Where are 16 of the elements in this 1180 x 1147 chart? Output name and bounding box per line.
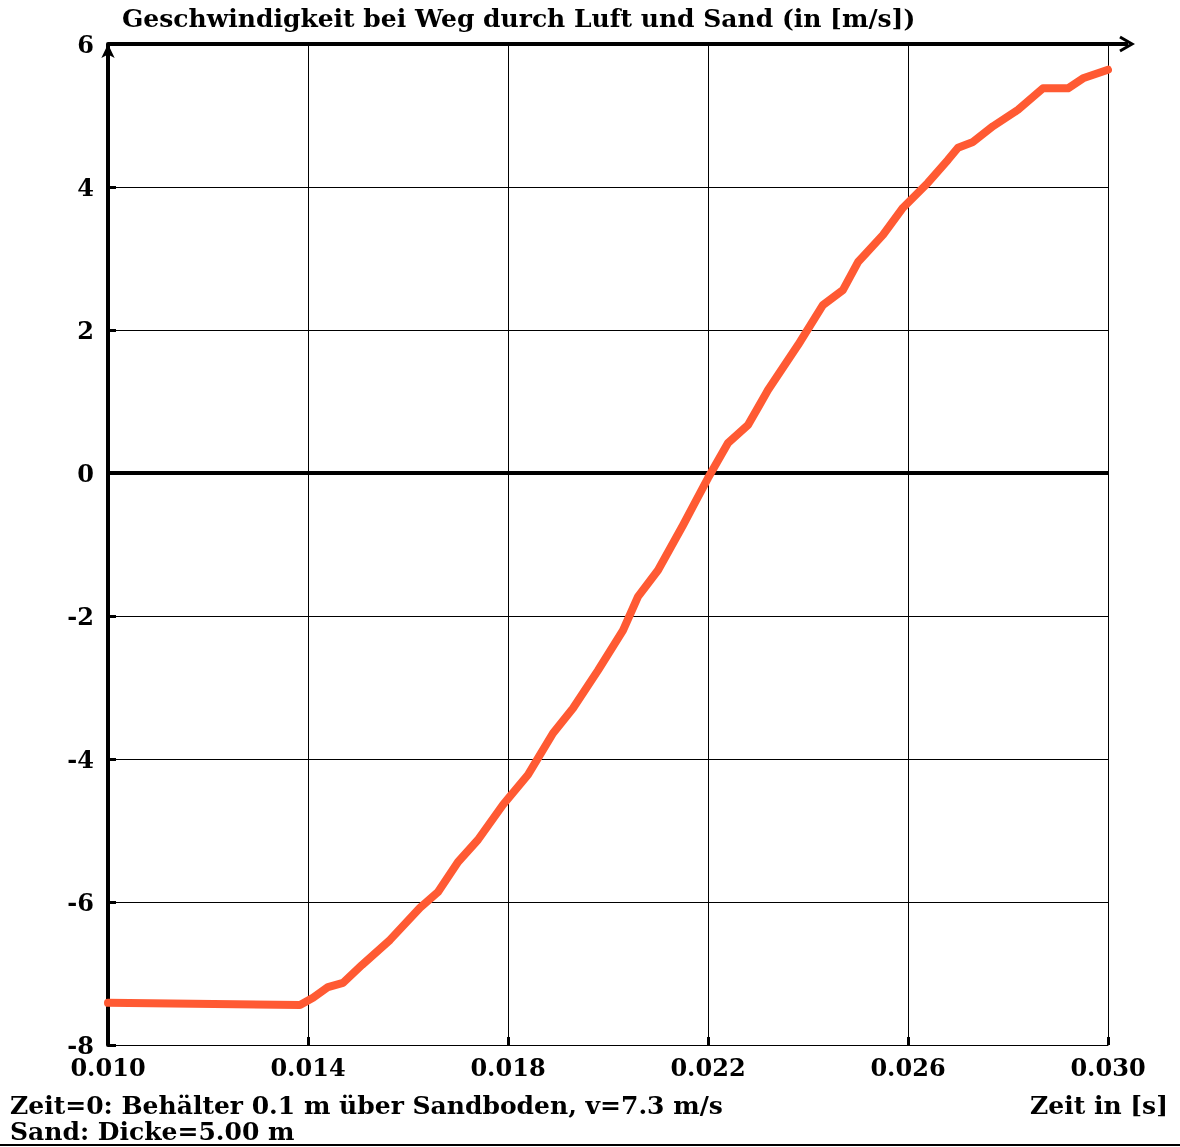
- y-axis-title: Geschwindigkeit bei Weg durch Luft und Sand (in [m/s]): [122, 4, 916, 33]
- y-tick-label: -4: [67, 744, 94, 774]
- x-tick-label: 0.030: [1070, 1052, 1146, 1082]
- x-tick-label: 0.026: [870, 1052, 946, 1082]
- y-tick-label: -6: [67, 887, 94, 917]
- y-tick-label: -2: [67, 601, 94, 631]
- text: Sand: Dicke=5.00 m: [10, 1117, 295, 1146]
- y-tick-label: 2: [77, 315, 94, 345]
- y-tick-label: 6: [77, 29, 94, 59]
- x-axis-title: Zeit in [s]: [1029, 1091, 1168, 1120]
- text: Zeit=0: Behälter 0.1 m über Sandboden, v=7.3 m/s: [10, 1091, 723, 1120]
- y-tick-label: 0: [77, 458, 94, 488]
- x-tick-label: 0.022: [670, 1052, 746, 1082]
- x-tick-label: 0.018: [470, 1052, 546, 1082]
- x-tick-label: 0.014: [270, 1052, 346, 1082]
- y-tick-label: 4: [77, 172, 94, 202]
